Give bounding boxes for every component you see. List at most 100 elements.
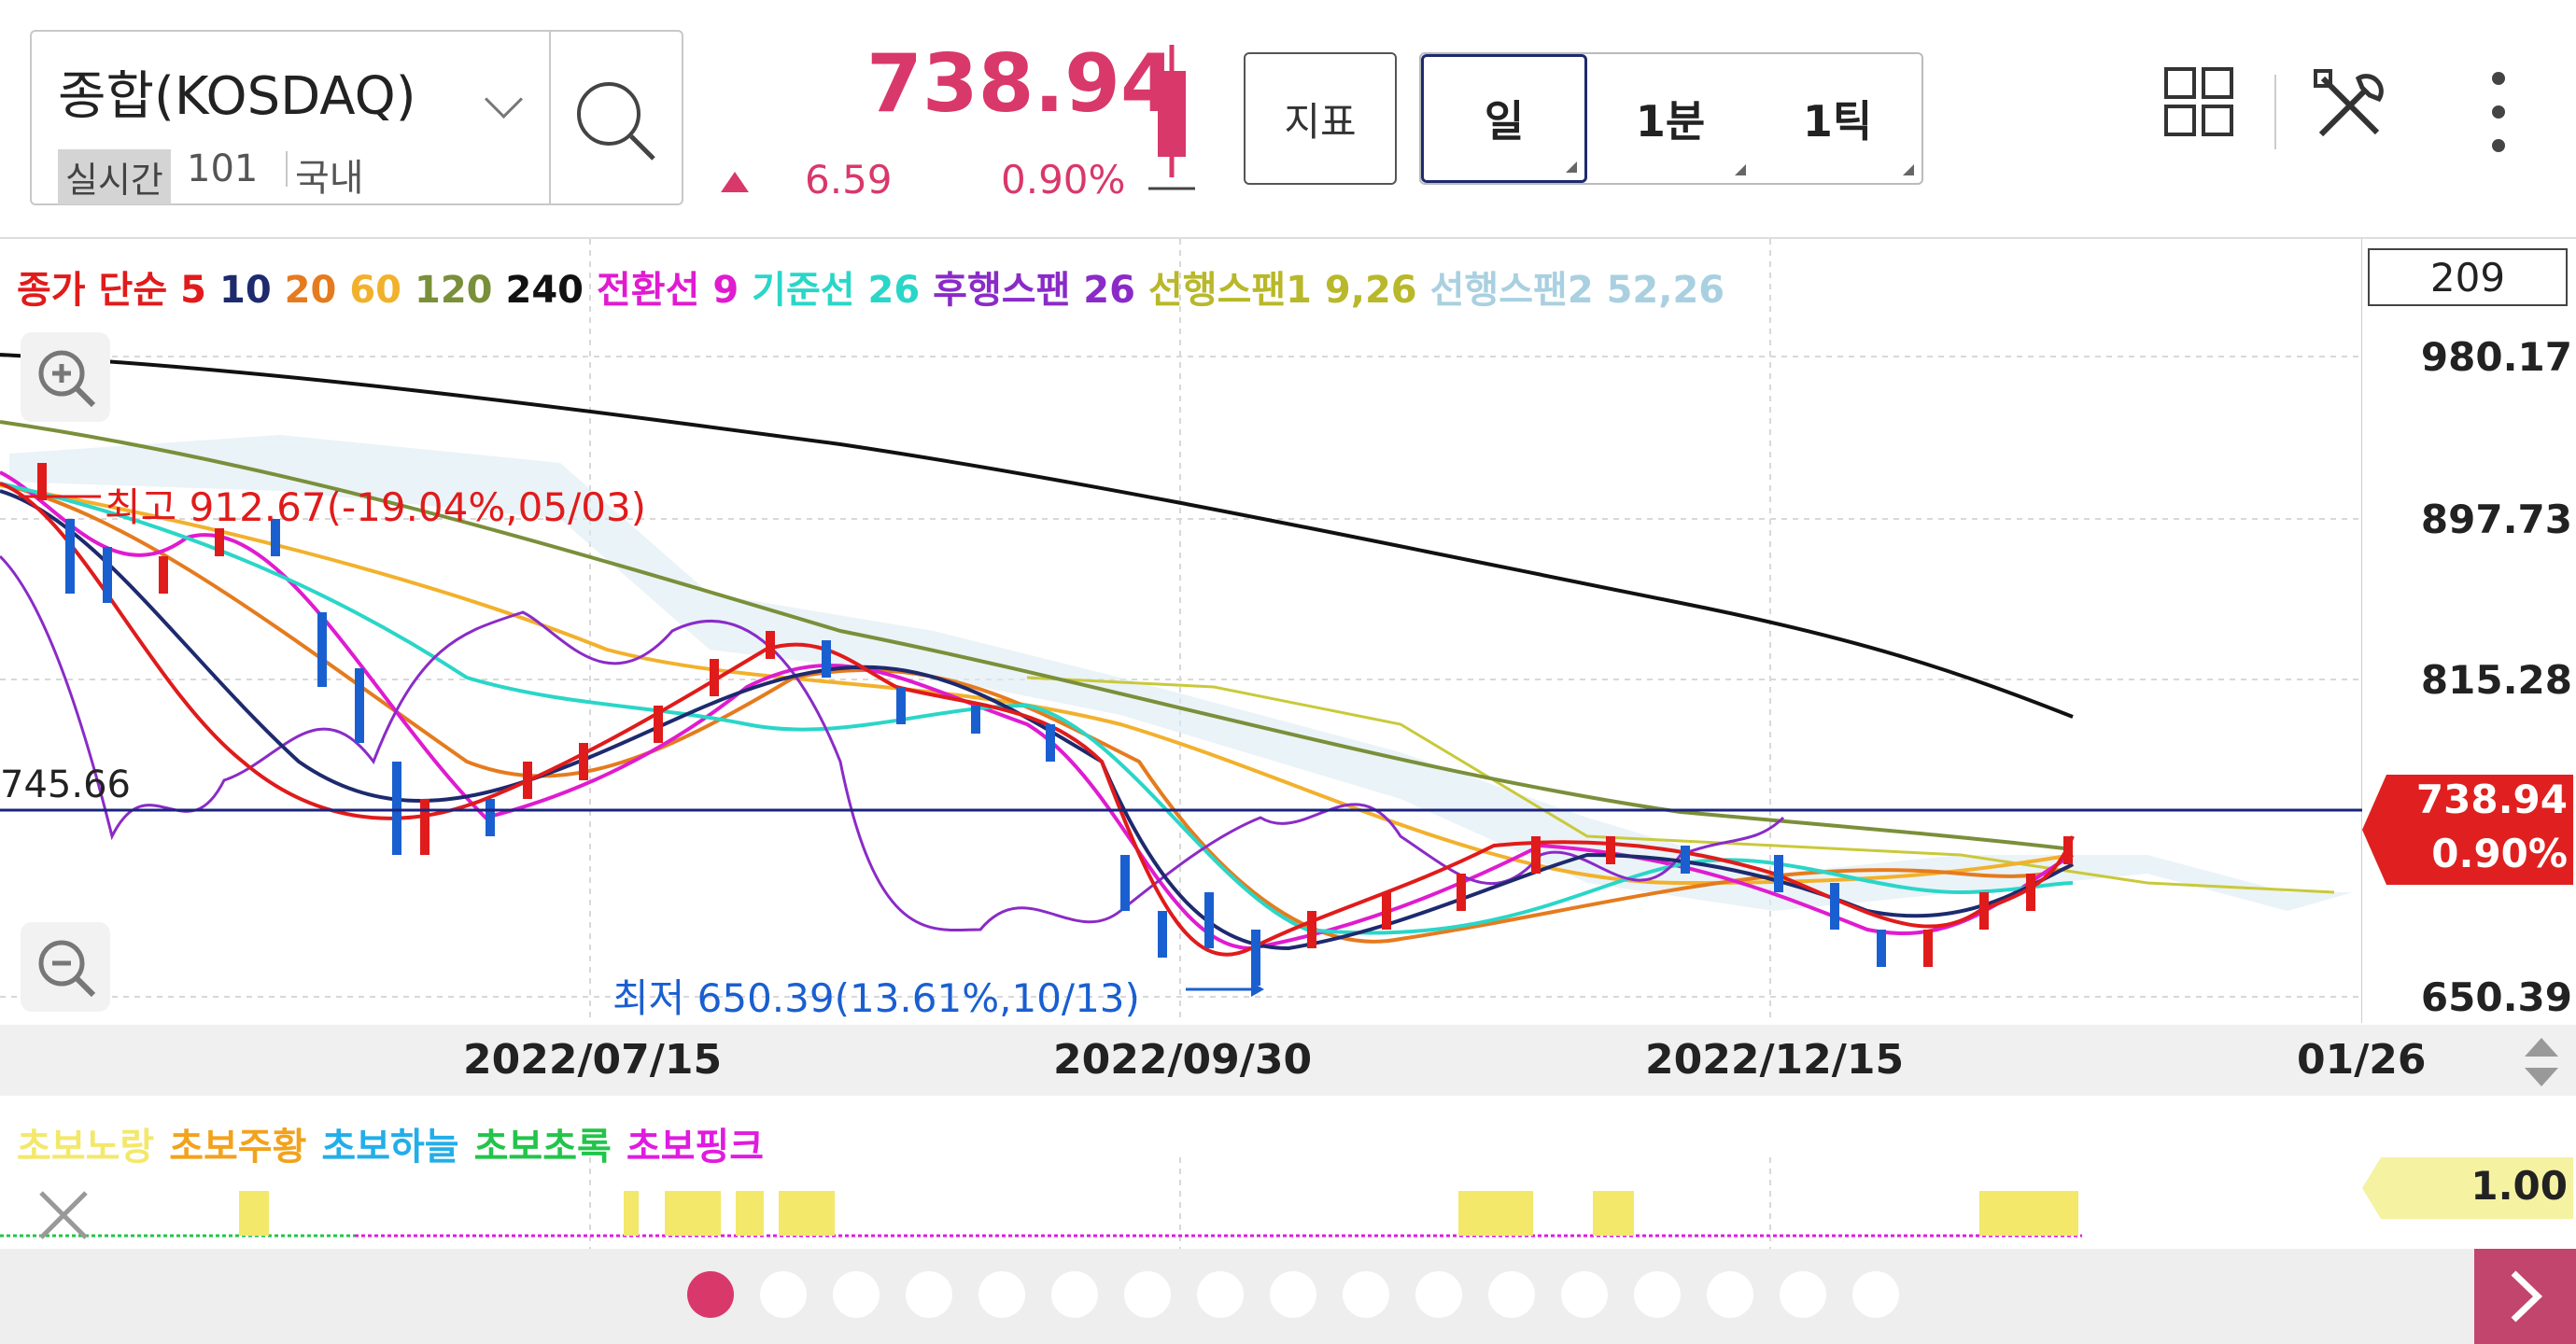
divider (2274, 75, 2276, 149)
current-price-tag-value: 738.94 (2415, 777, 2568, 822)
symbol-selector[interactable] (30, 30, 683, 205)
period-minute-button[interactable]: 1분 (1587, 54, 1753, 183)
current-price-tag-rate: 0.90% (2431, 831, 2568, 876)
corner-marker-icon (1566, 161, 1577, 173)
pager-dot[interactable] (1197, 1271, 1244, 1318)
pager-dot[interactable] (1343, 1271, 1389, 1318)
high-price-label: 최고 912.67(-19.04%,05/03) (105, 484, 647, 530)
legend-item: 60 (349, 269, 401, 312)
sub-legend-item: 초보핑크 (626, 1126, 765, 1169)
pager-dot[interactable] (1707, 1271, 1753, 1318)
more-vertical-icon[interactable] (2480, 65, 2517, 159)
x-axis-label: 01/26 (2297, 1036, 2427, 1084)
pager-dot[interactable] (1124, 1271, 1171, 1318)
sub-legend-item: 초보주황 (169, 1126, 307, 1169)
y-axis-label: 980.17 (2420, 334, 2572, 380)
period-selector: 일 1분 1틱 (1419, 52, 1923, 185)
y-axis-label: 897.73 (2420, 497, 2572, 542)
price-change-rate: 0.90% (1001, 157, 1126, 203)
legend-item: 10 (218, 269, 272, 312)
period-day-button[interactable]: 일 (1421, 54, 1587, 183)
legend-item: 선행스팬2 52,26 (1429, 269, 1725, 312)
volume-count: 101 (187, 147, 259, 190)
x-axis-label: 2022/12/15 (1645, 1036, 1905, 1084)
legend-item: 전환선 9 (597, 269, 739, 312)
corner-marker-icon (1903, 164, 1914, 175)
indicator-legend: 종가 단순 5 10 20 60 120 240 전환선 9 기준선 26 후행스팬 26 선행스팬… (17, 259, 1738, 314)
divider (0, 237, 2576, 239)
chart-grid (0, 239, 2362, 1023)
pager-dot[interactable] (906, 1271, 952, 1318)
low-price-label: 최저 650.39(13.61%,10/13) (612, 975, 1140, 1021)
ichimoku-cloud (9, 435, 2353, 911)
lagging-span (0, 554, 1785, 932)
indicator-button[interactable]: 지표 (1244, 52, 1397, 185)
current-price: 738.94 (866, 37, 1176, 131)
sub-legend-item: 초보초록 (473, 1126, 612, 1169)
y-axis-label: 815.28 (2420, 657, 2572, 703)
period-tick-button[interactable]: 1틱 (1753, 54, 1921, 183)
zoom-in-icon[interactable] (21, 332, 110, 422)
up-arrow-icon (721, 172, 749, 192)
x-axis[interactable] (0, 1025, 2576, 1096)
sub-value-tag (2362, 1157, 2573, 1219)
pager-dot[interactable] (1051, 1271, 1098, 1318)
search-button[interactable] (551, 32, 682, 203)
pager-dot-active[interactable] (687, 1271, 734, 1318)
price-chart[interactable] (0, 239, 2362, 1023)
ma240-line (0, 353, 2074, 719)
legend-item: 20 (284, 269, 337, 312)
pager-dot[interactable] (1780, 1271, 1826, 1318)
next-button[interactable] (2474, 1249, 2576, 1344)
axis-scroll-icon[interactable] (2521, 1036, 2562, 1088)
close-icon[interactable] (34, 1185, 93, 1249)
pager-dot[interactable] (1852, 1271, 1899, 1318)
legend-item: 5 (180, 269, 206, 312)
visible-candle-count[interactable]: 209 (2368, 248, 2568, 306)
corner-marker-icon (1735, 164, 1746, 175)
legend-item: 240 (505, 269, 584, 312)
sub-indicator-chart[interactable] (0, 1157, 2362, 1251)
x-axis-label: 2022/07/15 (463, 1036, 723, 1084)
ma10-line (0, 489, 2074, 951)
base-line (0, 482, 2074, 935)
pager-dot[interactable] (760, 1271, 807, 1318)
legend-item: 기준선 26 (752, 269, 921, 312)
pager-dot[interactable] (1415, 1271, 1462, 1318)
market-label: 국내 (295, 157, 364, 200)
sub-indicator-legend: 초보노랑 초보주황 초보하늘 초보초록 초보핑크 (17, 1116, 779, 1170)
pager-dot[interactable] (978, 1271, 1025, 1318)
search-icon (577, 82, 655, 161)
y-axis-label: 650.39 (2420, 974, 2572, 1020)
symbol-name[interactable]: 종합(KOSDAQ) (58, 66, 416, 127)
pager-dot[interactable] (1561, 1271, 1608, 1318)
divider (286, 151, 288, 187)
period-label: 일 (1484, 96, 1525, 147)
realtime-badge: 실시간 (58, 149, 171, 204)
layout-grid-icon[interactable] (2162, 65, 2237, 140)
zoom-out-icon[interactable] (21, 922, 110, 1012)
current-price-tag (2362, 775, 2573, 885)
pager-dot[interactable] (1270, 1271, 1316, 1318)
period-label: 1분 (1635, 96, 1706, 147)
sub-legend-item: 초보하늘 (321, 1126, 459, 1169)
tools-icon[interactable] (2310, 65, 2390, 146)
legend-item: 선행스팬1 9,26 (1147, 269, 1417, 312)
legend-item: 종가 단순 (17, 269, 168, 312)
price-change: 6.59 (805, 157, 893, 203)
period-label: 1틱 (1802, 96, 1873, 147)
legend-item: 후행스팬 26 (933, 269, 1135, 312)
candle-icon (1148, 45, 1195, 190)
sub-value-label: 1.00 (2470, 1163, 2568, 1209)
divider (549, 30, 551, 205)
x-axis-label: 2022/09/30 (1053, 1036, 1313, 1084)
pager-dot[interactable] (1634, 1271, 1681, 1318)
candlesticks (37, 463, 2073, 986)
pager-dot[interactable] (1488, 1271, 1535, 1318)
reference-line-label: 745.66 (0, 763, 131, 806)
sub-legend-item: 초보노랑 (17, 1126, 155, 1169)
chevron-right-icon (2511, 1270, 2542, 1323)
pager-dot[interactable] (833, 1271, 880, 1318)
ma120-line (0, 420, 2074, 851)
legend-item: 120 (415, 269, 493, 312)
